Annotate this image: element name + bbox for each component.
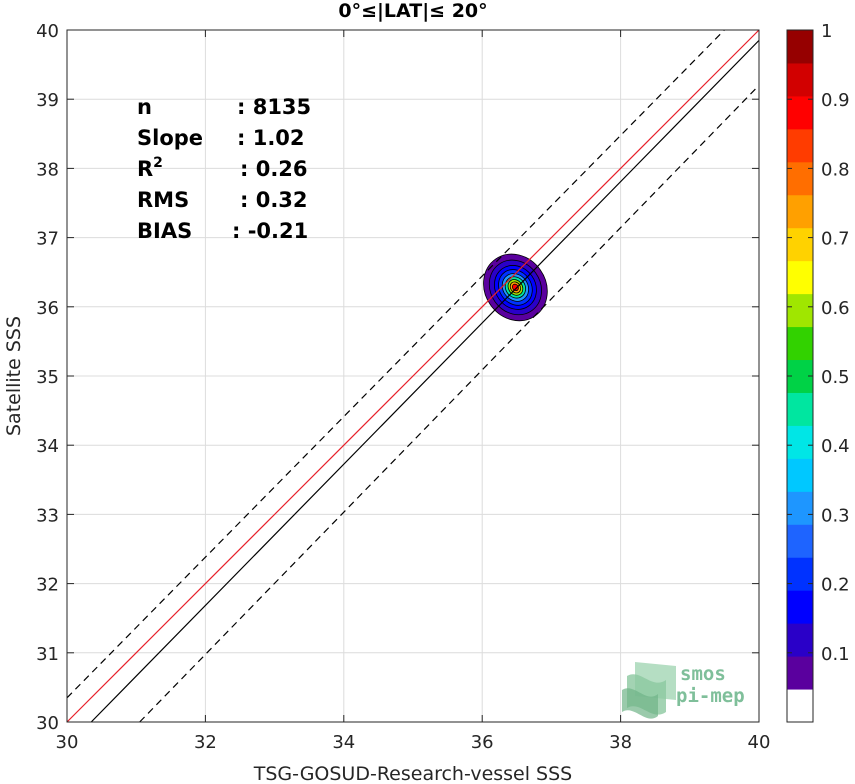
- stat-label-0: n: [137, 95, 152, 119]
- colorbar-tick-label-4: 0.5: [821, 367, 850, 388]
- density-contours: [483, 253, 548, 322]
- colorbar-segment-13: [787, 260, 813, 295]
- colorbar-tick-label-9: 1: [821, 21, 832, 42]
- colorbar-segment-3: [787, 590, 813, 624]
- colorbar-segment-5: [787, 524, 813, 558]
- stat-label-1: Slope: [137, 126, 203, 150]
- stat-value-0: : 8135: [237, 95, 311, 119]
- reference-lines: [66, 29, 760, 723]
- colorbar-segment-4: [787, 557, 813, 591]
- colorbar-segment-11: [787, 326, 813, 361]
- y-tick-label-2: 32: [36, 575, 59, 596]
- stat-superscript-2: 2: [153, 155, 163, 171]
- x-axis-ticks: 30 32 34 36 38 40: [56, 30, 771, 753]
- colorbar-segment-9: [787, 392, 813, 426]
- colorbar-segment-6: [787, 491, 813, 525]
- colorbar-tick-label-0: 0.1: [821, 644, 850, 665]
- colorbar-segment-7: [787, 458, 813, 492]
- smos-pi-mep-logo: smos pi-mep: [622, 662, 745, 719]
- upper-bound-line: [66, 29, 725, 699]
- y-tick-label-8: 38: [36, 159, 59, 180]
- x-tick-label-2: 34: [332, 732, 355, 753]
- colorbar-segment-20: [787, 30, 813, 64]
- y-axis-ticks: 30 31 32 33 34 35 36 37 38 39 40: [36, 21, 759, 734]
- colorbar-segment-0: [787, 689, 813, 723]
- colorbar-ticks: 0.1 0.2 0.3 0.4 0.5 0.6 0.7 0.8 0.9 1: [787, 21, 850, 665]
- colorbar-tick-label-5: 0.6: [821, 298, 850, 319]
- stat-value-4: : -0.21: [232, 219, 308, 243]
- y-tick-label-1: 31: [36, 644, 59, 665]
- stat-value-1: : 1.02: [237, 126, 305, 150]
- colorbar-segment-1: [787, 656, 813, 690]
- colorbar: [787, 30, 813, 723]
- colorbar-segment-17: [787, 128, 813, 163]
- stat-label-4: BIAS: [137, 219, 192, 243]
- colorbar-segment-8: [787, 425, 813, 459]
- y-tick-label-6: 36: [36, 298, 59, 319]
- y-tick-label-7: 37: [36, 229, 59, 250]
- y-tick-label-10: 40: [36, 21, 59, 42]
- density-contour-8: [512, 283, 519, 292]
- logo-waves-icon: [622, 662, 676, 719]
- colorbar-segment-16: [787, 161, 813, 196]
- logo-text-pi-mep: pi-mep: [676, 685, 745, 707]
- x-tick-label-0: 30: [56, 732, 79, 753]
- y-tick-label-3: 33: [36, 505, 59, 526]
- one-to-one-line: [66, 29, 760, 723]
- y-tick-label-0: 30: [36, 713, 59, 734]
- stat-value-2: : 0.26: [240, 157, 308, 181]
- stat-value-3: : 0.32: [240, 188, 308, 212]
- colorbar-tick-label-1: 0.2: [821, 575, 850, 596]
- x-tick-label-5: 40: [748, 732, 771, 753]
- colorbar-segment-15: [787, 194, 813, 229]
- logo-text-smos: smos: [680, 663, 726, 685]
- y-axis-label: Satellite SSS: [3, 316, 25, 436]
- colorbar-tick-label-8: 0.9: [821, 90, 850, 111]
- x-tick-label-3: 36: [471, 732, 494, 753]
- lower-bound-line: [139, 84, 760, 723]
- y-tick-label-4: 34: [36, 436, 59, 457]
- colorbar-tick-label-6: 0.7: [821, 229, 850, 250]
- colorbar-segment-14: [787, 227, 813, 262]
- stat-label-3: RMS: [137, 188, 189, 212]
- x-tick-label-4: 38: [609, 732, 632, 753]
- x-axis-label: TSG-GOSUD-Research-vessel SSS: [253, 763, 573, 784]
- colorbar-tick-label-7: 0.8: [821, 159, 850, 180]
- chart-title: 0°≤|LAT|≤ 20°: [338, 0, 487, 22]
- colorbar-segment-19: [787, 62, 813, 97]
- colorbar-segment-2: [787, 623, 813, 657]
- colorbar-tick-label-2: 0.3: [821, 505, 850, 526]
- fit-line: [90, 39, 760, 723]
- y-tick-label-9: 39: [36, 90, 59, 111]
- colorbar-segment-12: [787, 293, 813, 328]
- colorbar-tick-label-3: 0.4: [821, 436, 850, 457]
- x-tick-label-1: 32: [194, 732, 217, 753]
- y-tick-label-5: 35: [36, 367, 59, 388]
- colorbar-segment-18: [787, 95, 813, 130]
